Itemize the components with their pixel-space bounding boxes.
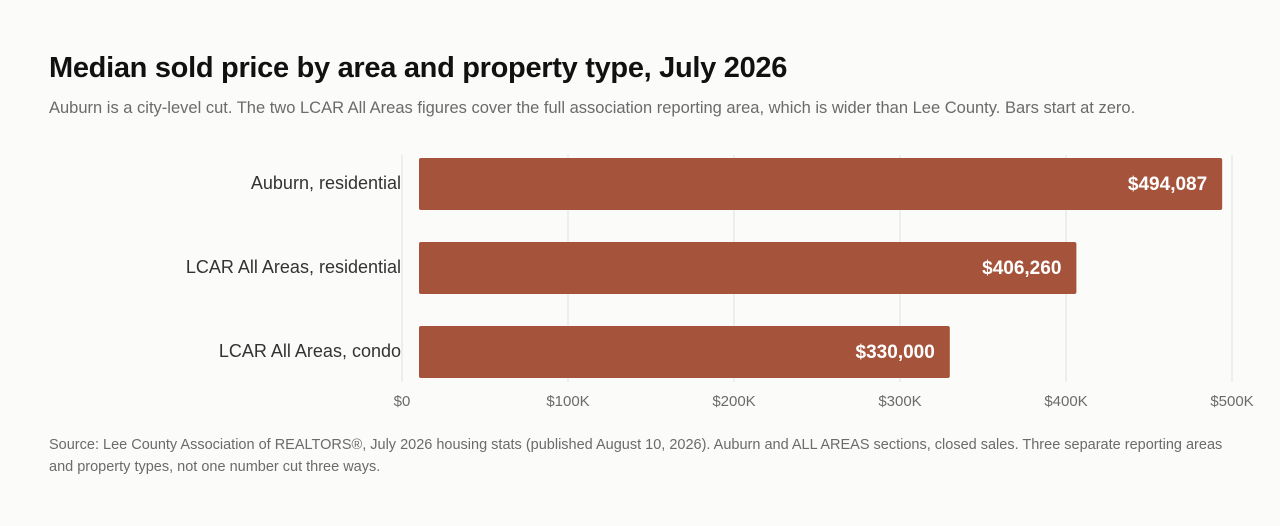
chart-subtitle: Auburn is a city-level cut. The two LCAR… — [49, 99, 1136, 117]
source-note: Source: Lee County Association of REALTO… — [49, 437, 1223, 475]
bars: $494,087 $406,260 $330,000 — [419, 158, 1223, 378]
x-tick-label: $300K — [878, 393, 921, 410]
bar-value-label: $406,260 — [982, 258, 1061, 279]
category-label: LCAR All Areas, condo — [219, 341, 401, 361]
x-tick-label: $400K — [1044, 393, 1087, 410]
category-label: Auburn, residential — [251, 173, 401, 193]
chart-title: Median sold price by area and property t… — [49, 52, 788, 84]
bar — [419, 158, 1223, 210]
bar-value-label: $330,000 — [856, 342, 935, 363]
x-tick-label: $200K — [712, 393, 755, 410]
x-tick-label: $0 — [394, 393, 411, 410]
x-tick-label: $100K — [546, 393, 589, 410]
category-labels: Auburn, residential LCAR All Areas, resid… — [186, 173, 401, 361]
category-label: LCAR All Areas, residential — [186, 257, 401, 277]
x-tick-label: $500K — [1210, 393, 1253, 410]
bar-value-label: $494,087 — [1128, 174, 1207, 195]
x-axis-ticks: $0 $100K $200K $300K $400K $500K — [394, 393, 1254, 410]
bar — [419, 326, 950, 378]
bar — [419, 242, 1077, 294]
